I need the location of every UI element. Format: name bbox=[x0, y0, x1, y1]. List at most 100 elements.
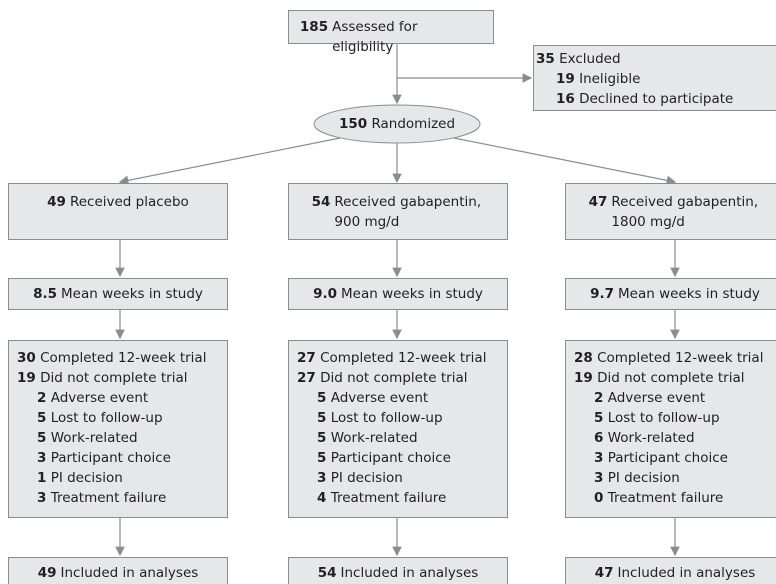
label: Assessed for eligibility bbox=[332, 19, 418, 55]
count: 0 bbox=[594, 490, 604, 506]
received-line: 49 Received placebo bbox=[9, 192, 227, 212]
analyzed-line: 47 Included in analyses bbox=[566, 563, 776, 583]
arrows bbox=[115, 44, 680, 557]
label: Received gabapentin, 900 mg/d bbox=[334, 194, 482, 230]
excluded-reason: 16 Declined to participate bbox=[536, 89, 776, 109]
label: Did not complete trial bbox=[597, 370, 745, 386]
label: Completed 12-week trial bbox=[597, 350, 764, 366]
label: Completed 12-week trial bbox=[320, 350, 487, 366]
completed-line: 28 Completed 12-week trial bbox=[574, 348, 776, 368]
reason-line: 5 Participant choice bbox=[297, 448, 507, 468]
reason-line: 3 PI decision bbox=[574, 468, 776, 488]
count: 3 bbox=[594, 450, 604, 466]
excluded-box: 35 Excluded 19 Ineligible 16 Declined to p… bbox=[533, 45, 776, 111]
count: 3 bbox=[37, 450, 47, 466]
label: Work-related bbox=[607, 430, 695, 446]
reason-line: 5 Work-related bbox=[297, 428, 507, 448]
weeks-line: 9.7 Mean weeks in study bbox=[566, 284, 776, 304]
label: Mean weeks in study bbox=[61, 286, 203, 302]
label: Received placebo bbox=[69, 194, 189, 210]
completion-box: 28 Completed 12-week trial 19 Did not com… bbox=[565, 340, 776, 518]
completed-line: 27 Completed 12-week trial bbox=[297, 348, 507, 368]
count: 5 bbox=[317, 450, 327, 466]
reason-line: 3 PI decision bbox=[297, 468, 507, 488]
reason-line: 1 PI decision bbox=[17, 468, 227, 488]
received-box: 47 Received gabapentin, 1800 mg/d bbox=[565, 183, 776, 240]
completion-box: 27 Completed 12-week trial 27 Did not com… bbox=[288, 340, 508, 518]
label: Treatment failure bbox=[607, 490, 724, 506]
count: 27 bbox=[297, 370, 316, 386]
weeks-line: 8.5 Mean weeks in study bbox=[9, 284, 227, 304]
count: 54 bbox=[317, 565, 337, 581]
assessed-line: 185 Assessed for eligibility bbox=[289, 17, 493, 57]
label: Adverse event bbox=[50, 390, 149, 406]
count: 5 bbox=[317, 410, 327, 426]
randomized-ellipse bbox=[313, 104, 481, 144]
label: Participant choice bbox=[50, 450, 171, 466]
count: 6 bbox=[594, 430, 604, 446]
count: 150 bbox=[338, 116, 368, 132]
analyzed-box: 49 Included in analyses bbox=[8, 557, 228, 584]
randomized-line: 150 Randomized bbox=[339, 114, 455, 134]
count: 49 bbox=[47, 194, 66, 210]
label: Included in analyses bbox=[340, 565, 479, 581]
reason-line: 3 Participant choice bbox=[574, 448, 776, 468]
count: 5 bbox=[317, 430, 327, 446]
count: 2 bbox=[37, 390, 47, 406]
label: Did not complete trial bbox=[40, 370, 188, 386]
label: Participant choice bbox=[607, 450, 728, 466]
count: 19 bbox=[556, 71, 575, 87]
label: Participant choice bbox=[330, 450, 451, 466]
count: 5 bbox=[317, 390, 327, 406]
assessed-box: 185 Assessed for eligibility bbox=[288, 10, 494, 55]
count: 5 bbox=[37, 430, 47, 446]
label: Did not complete trial bbox=[320, 370, 468, 386]
label: Adverse event bbox=[330, 390, 429, 406]
completed-line: 30 Completed 12-week trial bbox=[17, 348, 227, 368]
label: Received gabapentin, 1800 mg/d bbox=[611, 194, 759, 230]
label: Mean weeks in study bbox=[618, 286, 760, 302]
label: Completed 12-week trial bbox=[40, 350, 207, 366]
count: 19 bbox=[17, 370, 36, 386]
label: Lost to follow-up bbox=[330, 410, 443, 426]
received-box: 54 Received gabapentin, 900 mg/d bbox=[288, 183, 508, 240]
label: Ineligible bbox=[579, 71, 641, 87]
analyzed-line: 49 Included in analyses bbox=[9, 563, 227, 583]
weeks-box: 9.7 Mean weeks in study bbox=[565, 278, 776, 310]
label: Included in analyses bbox=[617, 565, 756, 581]
label: Lost to follow-up bbox=[50, 410, 163, 426]
completion-box: 30 Completed 12-week trial 19 Did not com… bbox=[8, 340, 228, 518]
excluded-line: 35 Excluded bbox=[536, 49, 776, 69]
count: 1 bbox=[37, 470, 47, 486]
reason-line: 5 Work-related bbox=[17, 428, 227, 448]
count: 47 bbox=[594, 565, 614, 581]
received-line: 54 Received gabapentin, 900 mg/d bbox=[289, 192, 507, 232]
count: 3 bbox=[317, 470, 327, 486]
analyzed-box: 47 Included in analyses bbox=[565, 557, 776, 584]
count: 54 bbox=[311, 194, 331, 210]
reason-line: 0 Treatment failure bbox=[574, 488, 776, 508]
count: 30 bbox=[17, 350, 36, 366]
count: 4 bbox=[317, 490, 327, 506]
count: 16 bbox=[556, 91, 575, 107]
label: Randomized bbox=[371, 116, 456, 132]
count: 19 bbox=[574, 370, 593, 386]
reason-line: 6 Work-related bbox=[574, 428, 776, 448]
excluded-reason: 19 Ineligible bbox=[536, 69, 776, 89]
count: 35 bbox=[536, 51, 555, 67]
analyzed-box: 54 Included in analyses bbox=[288, 557, 508, 584]
not-completed-line: 19 Did not complete trial bbox=[574, 368, 776, 388]
count: 9.0 bbox=[313, 286, 337, 302]
count: 5 bbox=[37, 410, 47, 426]
received-box: 49 Received placebo bbox=[8, 183, 228, 240]
reason-line: 5 Lost to follow-up bbox=[17, 408, 227, 428]
count: 49 bbox=[37, 565, 57, 581]
label: Mean weeks in study bbox=[341, 286, 483, 302]
count: 5 bbox=[594, 410, 604, 426]
label: Declined to participate bbox=[579, 91, 734, 107]
reason-line: 3 Participant choice bbox=[17, 448, 227, 468]
label: PI decision bbox=[50, 470, 123, 486]
randomized-label: 150 Randomized bbox=[314, 114, 480, 134]
